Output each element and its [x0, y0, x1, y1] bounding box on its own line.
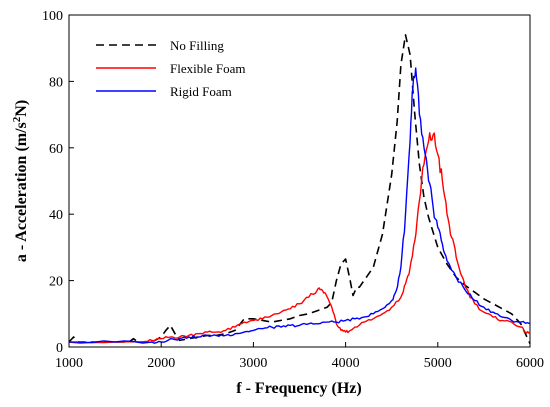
legend: No Filling Flexible Foam Rigid Foam [96, 38, 245, 99]
series-layer [68, 34, 531, 345]
x-axis-title: f - Frequency (Hz) [236, 380, 361, 397]
ticks-layer: 1000 2000 3000 4000 5000 6000 0 20 40 60 80 100 [42, 9, 544, 371]
series-line-rigid-foam [68, 67, 531, 344]
y-tick-label: 0 [56, 341, 63, 356]
y-axis-title-main: a - Acceleration (m/s [13, 122, 30, 262]
x-tick-label: 3000 [239, 356, 267, 371]
legend-label-rigid-foam: Rigid Foam [170, 84, 232, 99]
y-tick-label: 60 [49, 142, 63, 157]
x-tick-label: 1000 [55, 356, 83, 371]
legend-label-no-filling: No Filling [170, 38, 224, 53]
y-axis-title-superscript: 2 [11, 116, 23, 122]
y-tick-label: 40 [49, 208, 63, 223]
legend-label-flexible-foam: Flexible Foam [170, 61, 245, 76]
x-tick-label: 5000 [424, 356, 452, 371]
series-line-no-filling [68, 34, 531, 345]
x-tick-label: 4000 [332, 356, 360, 371]
series-line-flexible-foam [68, 132, 531, 344]
x-tick-label: 6000 [516, 356, 544, 371]
y-tick-label: 80 [49, 75, 63, 90]
x-tick-label: 2000 [147, 356, 175, 371]
y-tick-label: 100 [42, 9, 63, 24]
y-axis-title: a - Acceleration (m/s2N) [11, 100, 30, 262]
plot-frame [68, 14, 531, 348]
y-tick-label: 20 [49, 275, 63, 290]
y-axis-title-tail: N) [13, 100, 30, 117]
